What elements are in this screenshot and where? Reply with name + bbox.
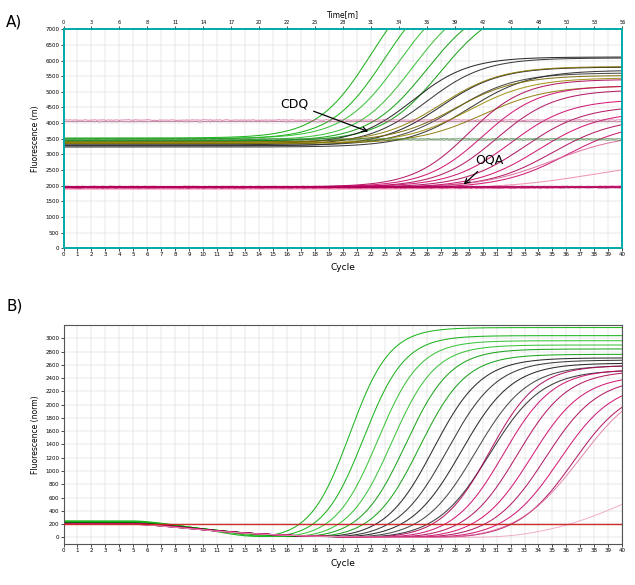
Text: OQA: OQA xyxy=(465,154,504,184)
Y-axis label: Fluorescence (rn): Fluorescence (rn) xyxy=(30,105,40,172)
X-axis label: Cycle: Cycle xyxy=(330,263,356,272)
Text: CDQ: CDQ xyxy=(280,98,367,132)
Y-axis label: Fluorescence (norm): Fluorescence (norm) xyxy=(30,395,40,474)
Text: A): A) xyxy=(6,15,23,30)
X-axis label: Cycle: Cycle xyxy=(330,559,356,568)
Text: B): B) xyxy=(6,298,23,314)
X-axis label: Time[m]: Time[m] xyxy=(327,11,359,19)
